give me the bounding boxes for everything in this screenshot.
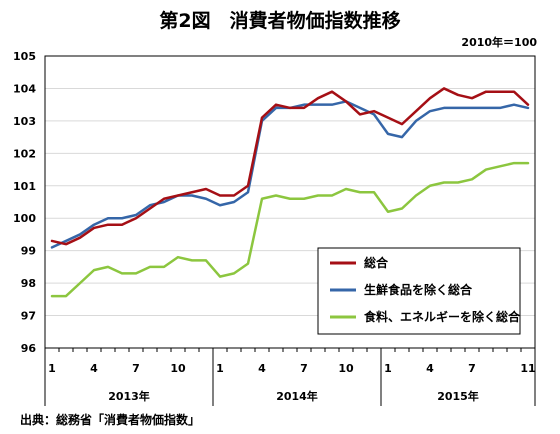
base-note: 2010年＝100 [461, 35, 537, 49]
x-tick-label: 7 [300, 362, 308, 375]
y-tick-label: 102 [13, 147, 36, 160]
series-line-1 [50, 100, 530, 249]
year-label: 2013年 [108, 389, 150, 403]
y-tick-label: 101 [13, 180, 36, 193]
legend-label-core: 生鮮食品を除く総合 [364, 282, 473, 297]
legend: 総合 生鮮食品を除く総合 食料、エネルギーを除く総合 [317, 247, 521, 335]
x-tick-label: 4 [90, 362, 98, 375]
year-label: 2015年 [437, 389, 479, 403]
y-tick-label: 105 [13, 50, 36, 63]
y-tick-label: 99 [21, 245, 36, 258]
x-tick-label: 7 [468, 362, 476, 375]
x-tick-label: 10 [170, 362, 186, 375]
y-tick-label: 98 [21, 277, 36, 290]
plot-area [44, 55, 536, 349]
series-line-0 [50, 87, 530, 246]
y-tick-label: 103 [13, 115, 36, 128]
x-tick-label: 10 [338, 362, 354, 375]
chart-title: 第2図 消費者物価指数推移 [159, 9, 400, 32]
x-tick-label: 4 [258, 362, 266, 375]
x-tick-label: 4 [426, 362, 434, 375]
x-tick-label: 1 [48, 362, 56, 375]
y-tick-label: 100 [13, 212, 36, 225]
y-axis-labels: 96 97 98 99 100 101 102 103 104 105 [13, 50, 36, 355]
legend-label-core-core: 食料、エネルギーを除く総合 [363, 309, 521, 324]
x-tick-label: 1 [384, 362, 392, 375]
x-axis: 1 4 7 10 1 4 7 10 1 4 7 11 2013年 2014年 2015年 [44, 348, 536, 406]
legend-label-total: 総合 [364, 255, 389, 270]
y-tick-label: 96 [21, 342, 37, 355]
series-line-2 [50, 161, 530, 298]
x-tick-label: 1 [216, 362, 224, 375]
x-tick-label: 11 [520, 362, 535, 375]
x-tick-label: 7 [132, 362, 140, 375]
y-tick-label: 104 [13, 82, 36, 95]
source-note: 出典：総務省「消費者物価指数」 [20, 412, 200, 427]
year-label: 2014年 [276, 389, 318, 403]
y-tick-label: 97 [21, 310, 36, 323]
series-lines [50, 87, 530, 298]
